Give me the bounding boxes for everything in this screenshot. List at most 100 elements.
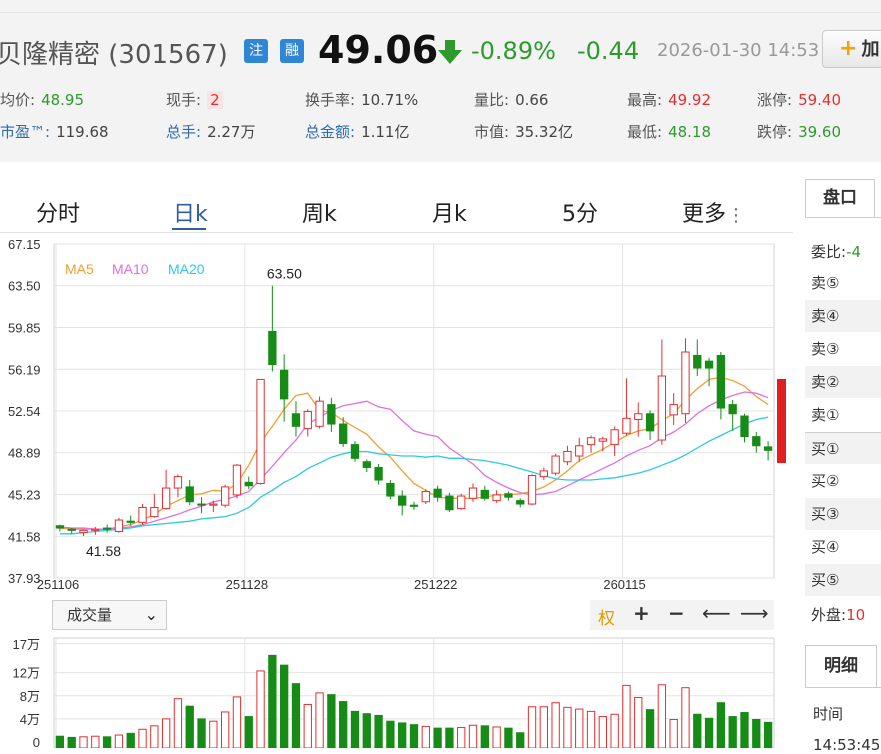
candle [350, 441, 360, 462]
stat-item[interactable]: 总金额: 1.11亿 [305, 121, 409, 142]
margin-tag[interactable]: 融 [280, 39, 304, 63]
stat-item[interactable]: 市盈™: 119.68 [0, 121, 109, 142]
add-watchlist-button[interactable]: + 加 [822, 30, 881, 68]
tab-5min[interactable]: 5分 [562, 202, 598, 227]
stat-key: 现手: [166, 91, 202, 109]
candle-body [669, 404, 678, 416]
zoom-out-button[interactable]: − [668, 601, 685, 625]
volume-bar [291, 683, 301, 748]
volume-bar [527, 706, 537, 748]
candle [102, 524, 112, 533]
candle [79, 529, 88, 537]
candle [244, 476, 253, 490]
volume-bar [339, 701, 348, 748]
candle-body [79, 529, 88, 534]
candle-body [480, 489, 489, 499]
y-tick-label: 63.50 [8, 279, 41, 294]
quote-datetime: 2026-01-30 14:53 [657, 40, 820, 61]
volume-bar [256, 670, 265, 748]
zoom-in-button[interactable]: + [633, 601, 650, 625]
volume-bar [67, 736, 76, 748]
volume-bar [551, 702, 560, 748]
candle-body [126, 520, 135, 523]
candle [374, 464, 383, 485]
tab-more[interactable]: 更多⋮ [682, 202, 746, 227]
candle [586, 435, 596, 453]
adjust-rights-button[interactable]: 权 [598, 609, 615, 629]
volume-bar [91, 735, 100, 748]
candle [150, 493, 159, 518]
candle-body [161, 487, 171, 510]
tab-monthly-k[interactable]: 月k [432, 202, 467, 227]
stat-item: 换手率: 10.71% [305, 89, 418, 110]
candle [527, 474, 537, 506]
pan-left-button[interactable]: ⟵ [702, 601, 731, 625]
volume-bar [114, 734, 124, 748]
tab-daily-k[interactable]: 日k [173, 202, 208, 227]
registration-tag[interactable]: 注 [244, 39, 268, 63]
candle-body [55, 525, 65, 529]
indicator-select[interactable]: 成交量 ⌄ [52, 600, 167, 630]
candle-body [504, 493, 513, 498]
volume-bar [421, 725, 430, 748]
volume-bar [681, 687, 690, 748]
candle [752, 432, 761, 453]
active-tab-indicator [172, 228, 206, 230]
stat-item[interactable]: 总手: 2.27万 [166, 121, 255, 142]
candle [232, 464, 242, 499]
volume-bar [150, 725, 159, 748]
volume-bar [161, 718, 171, 748]
candle [362, 459, 371, 473]
candle [480, 485, 489, 501]
order-book-row: 买④ [811, 538, 840, 556]
volume-bar [575, 708, 584, 748]
volume-bar [704, 717, 714, 748]
candle-body [138, 506, 147, 523]
order-book-panel: 盘口 委比:-4 卖⑤ 卖④ 卖③ 卖② 卖① 买① 买② 买③ 买④ 买⑤ 外盘:10 明细 时… [805, 175, 881, 754]
x-tick-label: 260115 [603, 577, 645, 592]
volume-bar [492, 726, 501, 748]
candle [645, 410, 655, 441]
trade-time: 14:53:45 [813, 736, 881, 754]
candle-body [563, 450, 572, 463]
volume-bar [433, 727, 442, 748]
candle-body [114, 519, 124, 532]
candle [291, 401, 301, 437]
price-range-marker [777, 379, 786, 463]
min-price-label: 41.58 [86, 543, 121, 559]
panel-divider [805, 217, 881, 218]
stat-key: 换手率: [305, 91, 356, 109]
candle-body [516, 500, 525, 505]
candle [220, 484, 230, 508]
candle [598, 436, 608, 452]
tab-intraday[interactable]: 分时 [36, 202, 81, 227]
volume-bar [185, 705, 194, 748]
max-price-label: 63.50 [267, 266, 302, 282]
tab-weekly-k[interactable]: 周k [302, 202, 337, 227]
current-price: 49.06 [318, 28, 439, 72]
volume-bar [374, 714, 383, 748]
y-tick-label: 45.23 [8, 488, 41, 503]
tab-mingxi[interactable]: 明细 [805, 645, 877, 687]
tab-pankou[interactable]: 盘口 [805, 179, 875, 217]
pan-right-button[interactable]: ⟶ [740, 601, 769, 625]
volume-bar [232, 696, 242, 748]
candle [126, 515, 135, 526]
candle-body [209, 503, 218, 506]
y-tick-label: 37.93 [8, 571, 41, 586]
y-tick-label: 52.54 [8, 404, 41, 419]
candle [575, 437, 584, 462]
vol-tick-label: 8万 [20, 689, 40, 704]
candle [504, 491, 513, 501]
candle [398, 490, 407, 516]
stat-item: 市值: 35.32亿 [474, 121, 573, 142]
volume-bar [398, 722, 407, 748]
volume-bar [327, 694, 336, 748]
candle-body [610, 429, 619, 446]
candle [173, 474, 183, 498]
stat-key: 最低: [627, 123, 663, 141]
candle [657, 339, 667, 445]
volume-bar [586, 710, 596, 748]
y-tick-label: 67.15 [8, 237, 41, 252]
